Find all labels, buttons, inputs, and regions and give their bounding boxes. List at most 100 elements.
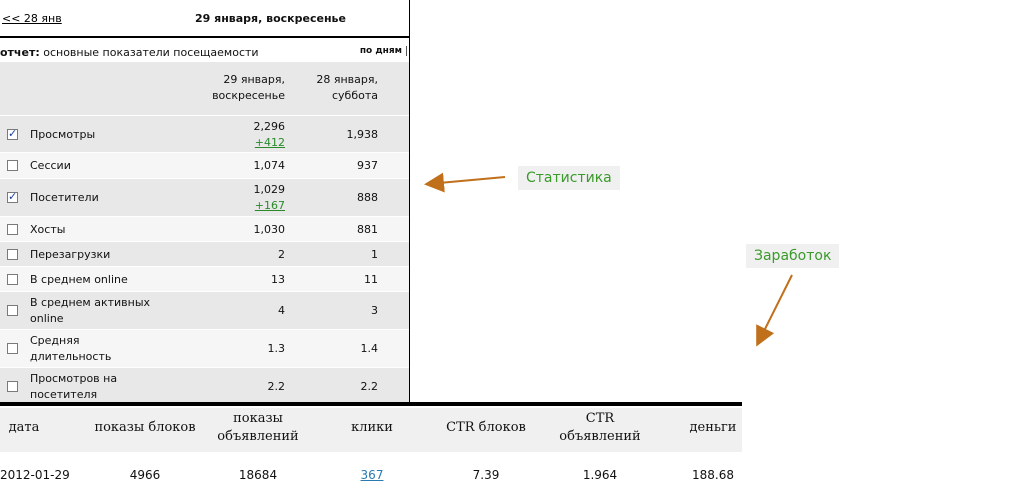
- report-line: отчет: основные показатели посещаемости …: [0, 46, 409, 59]
- value-jan29: 1,074: [254, 158, 286, 174]
- metric-checkbox[interactable]: [7, 305, 18, 316]
- date-navigation: << 28 янв 29 января, воскресенье: [0, 0, 409, 38]
- earnings-value-money: 188.68: [692, 468, 734, 482]
- value-jan29-number: 1,074: [253, 159, 286, 172]
- earnings-header-line1: CTR блоков: [446, 420, 526, 435]
- value-jan28: 888: [357, 191, 378, 204]
- earnings-callout: Заработок: [746, 244, 840, 268]
- earnings-value-clicks[interactable]: 367: [360, 468, 384, 482]
- stats-row: В среднем активных online 4 3: [0, 291, 409, 330]
- metric-label: Сессии: [30, 158, 160, 174]
- value-jan29-number: 1,029: [253, 183, 286, 196]
- metric-checkbox[interactable]: [7, 380, 18, 392]
- stats-row: Перезагрузки 2 1: [0, 241, 409, 267]
- value-jan29: 4: [278, 303, 285, 319]
- value-jan29: 13: [271, 272, 285, 288]
- earnings-header-line1: клики: [351, 420, 393, 435]
- value-jan29: 1.3: [268, 341, 286, 357]
- statistics-callout: Статистика: [518, 166, 620, 190]
- value-jan28: 1.4: [360, 342, 379, 355]
- earnings-header-block-impressions: показы блоков: [85, 419, 205, 437]
- earnings-header-line1: деньги: [689, 420, 737, 435]
- current-date-title: 29 января, воскресенье: [195, 12, 346, 25]
- stats-table-header: 29 января, воскресенье 28 января, суббот…: [0, 62, 409, 115]
- metric-label-line1: В среднем online: [30, 272, 128, 286]
- earnings-header-ad-impressions: показы объявлений: [198, 410, 318, 446]
- earnings-header-line2: объявлений: [559, 429, 641, 444]
- metric-checkbox[interactable]: [7, 248, 18, 260]
- panel-border: [409, 0, 410, 404]
- stats-row: Просмотры 2,296 +412 1,938: [0, 115, 409, 153]
- metric-checkbox[interactable]: [7, 190, 18, 203]
- metric-checkbox[interactable]: [7, 343, 18, 354]
- metric-label: Перезагрузки: [30, 247, 160, 263]
- earnings-header-line1: показы блоков: [94, 420, 196, 435]
- metric-checkbox[interactable]: [7, 223, 18, 235]
- value-delta-link[interactable]: +412: [254, 135, 285, 149]
- metric-label-line1: Средняя длительность: [30, 334, 112, 363]
- value-jan29: 1,030: [254, 222, 286, 238]
- earnings-header-line2: объявлений: [217, 429, 299, 444]
- value-jan29-number: 2: [278, 247, 285, 261]
- metric-checkbox[interactable]: [7, 273, 18, 285]
- stats-row: Хосты 1,030 881: [0, 216, 409, 242]
- metric-label-line1: В среднем активных: [30, 296, 151, 309]
- metric-label: В среднем online: [30, 272, 160, 288]
- metric-label: Хосты: [30, 222, 160, 238]
- value-jan29-number: 2.2: [267, 379, 286, 393]
- value-jan28: 1,938: [346, 127, 379, 141]
- value-jan29-number: 4: [278, 304, 285, 317]
- value-jan28: 3: [371, 304, 378, 317]
- metric-checkbox[interactable]: [7, 127, 18, 140]
- earnings-value-date: 2012-01-29: [0, 468, 70, 482]
- earnings-top-border: [0, 402, 742, 406]
- report-prefix: отчет:: [0, 46, 40, 59]
- value-jan28: 2.2: [360, 379, 379, 393]
- stats-row: Средняя длительность(мин.)1.31.4: [0, 329, 409, 379]
- earnings-header-ctr-ads: CTR объявлений: [540, 410, 660, 446]
- metric-checkbox[interactable]: [7, 160, 18, 171]
- earnings-header-ctr-blocks: CTR блоков: [426, 419, 546, 437]
- stats-row: Просмотров на посетителя 2.2 2.2: [0, 367, 409, 404]
- statistics-panel: << 28 янв 29 января, воскресенье отчет: …: [0, 0, 410, 404]
- statistics-arrow: [424, 172, 506, 193]
- value-jan28: 937: [357, 159, 378, 172]
- metric-label-line1: Перезагрузки: [30, 247, 111, 261]
- metric-label-line2: посетителя: [30, 387, 98, 401]
- earnings-header-clicks: клики: [312, 419, 432, 437]
- value-jan29-number: 2,296: [253, 119, 286, 133]
- metric-label: В среднем активных online: [30, 295, 160, 327]
- earnings-header-line1: CTR: [585, 411, 615, 426]
- metric-label: Просмотры: [30, 127, 160, 143]
- metric-label: Просмотров на посетителя: [30, 371, 160, 403]
- earnings-value-ctr-blocks: 7.39: [472, 468, 500, 482]
- value-jan28: 881: [357, 222, 378, 236]
- metric-label-line1: Просмотров на: [30, 371, 118, 385]
- value-jan28: 11: [364, 272, 378, 286]
- earnings-header-date: дата: [0, 419, 84, 437]
- prev-day-link[interactable]: << 28 янв: [2, 12, 62, 25]
- value-delta-link[interactable]: +167: [254, 199, 285, 212]
- earnings-value-block-impressions: 4966: [129, 468, 161, 482]
- metric-label: Посетители: [30, 190, 160, 206]
- col2-line1: 28 января,: [316, 73, 378, 86]
- metric-label-line1: Посетители: [30, 191, 99, 204]
- stats-row: В среднем online 13 11: [0, 266, 409, 292]
- metric-label-line1: Сессии: [30, 159, 71, 172]
- value-jan29-number: 13: [271, 272, 285, 286]
- earnings-value-ctr-ads: 1.964: [582, 468, 618, 482]
- earnings-header-row: [0, 408, 742, 452]
- value-jan29-number: 1,030: [253, 222, 286, 236]
- earnings-arrow: [756, 274, 793, 347]
- earnings-header-line1: дата: [8, 420, 40, 435]
- stats-row: Посетители 1,029 +167 888: [0, 178, 409, 217]
- col1-line1: 29 января,: [223, 73, 285, 86]
- by-days-button[interactable]: по дням: [356, 46, 407, 56]
- earnings-value-ad-impressions: 18684: [238, 468, 278, 482]
- stats-row: Сессии 1,074 937: [0, 152, 409, 179]
- col1-line2: воскресенье: [212, 89, 285, 102]
- report-name: основные показатели посещаемости: [43, 46, 259, 59]
- metric-label-line1: Просмотры: [30, 127, 96, 141]
- col-header-jan28: 28 января, суббота: [316, 72, 378, 104]
